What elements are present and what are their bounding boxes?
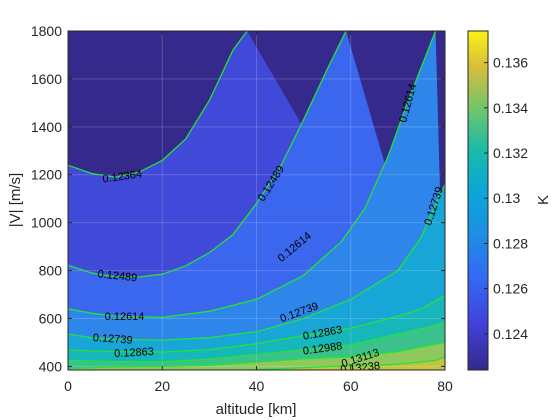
contour-line	[68, 321, 445, 363]
x-tick-label: 40	[249, 378, 265, 394]
contour-line	[68, 295, 445, 353]
y-tick-label: 600	[39, 310, 63, 326]
x-tick-label: 20	[154, 378, 170, 394]
contour-line	[68, 31, 347, 278]
contour-label: 0.12489	[97, 268, 138, 284]
contour-label: 0.12739	[92, 332, 133, 347]
axis-ticks	[67, 30, 446, 370]
y-tick-label: 1000	[31, 215, 62, 231]
y-tick-labels: 400 600 800 1000 1200 1400 1600 1800	[31, 23, 62, 374]
contour-line	[77, 341, 445, 369]
colorbar-tick-label: 0.136	[493, 55, 528, 71]
x-axis-label: altitude [km]	[216, 401, 297, 418]
colorbar-ticks: 0.124 0.126 0.128 0.13 0.132 0.134 0.136	[484, 55, 528, 342]
y-tick-label: 800	[39, 263, 63, 279]
colorbar-tick-label: 0.134	[493, 100, 528, 116]
y-tick-label: 1200	[31, 167, 62, 183]
contour-line	[247, 356, 445, 370]
contour-line	[68, 31, 437, 318]
contour-fill-region	[68, 31, 445, 370]
contour-fills	[68, 31, 445, 370]
contour-label: 0.13238	[340, 360, 381, 376]
contour-label: 0.12988	[302, 340, 343, 357]
contour-label: 0.12614	[105, 311, 145, 323]
x-tick-label: 80	[437, 378, 453, 394]
y-tick-label: 1800	[31, 23, 62, 39]
colorbar-tick-label: 0.124	[493, 326, 528, 342]
colorbar-tick-label: 0.126	[493, 281, 528, 297]
colorbar-gradient	[467, 30, 489, 371]
y-tick-label: 1400	[31, 119, 62, 135]
colorbar-tick-label: 0.128	[493, 235, 528, 251]
contour-fill-region	[68, 184, 445, 370]
contour-lines	[68, 31, 445, 370]
colorbar: 0.124 0.126 0.128 0.13 0.132 0.134 0.136 K	[467, 30, 552, 371]
colorbar-tick-label: 0.132	[493, 145, 528, 161]
colorbar-label: K	[535, 195, 552, 205]
contour-line	[68, 31, 248, 178]
x-tick-labels: 0 20 40 60 80	[64, 378, 453, 394]
colorbar-tick-label: 0.13	[493, 190, 520, 206]
y-tick-label: 1600	[31, 71, 62, 87]
contour-line	[68, 184, 445, 341]
x-tick-label: 60	[343, 378, 359, 394]
contour-fill-region	[68, 342, 445, 370]
plot-area: 0.123640.124890.126140.127390.128630.124…	[7, 23, 453, 418]
y-tick-label: 400	[39, 358, 63, 374]
contour-label: 0.12863	[114, 346, 154, 360]
x-tick-label: 0	[64, 378, 72, 394]
contour-label: 0.12364	[102, 168, 143, 185]
y-axis-label: |V| [m/s]	[7, 173, 24, 227]
